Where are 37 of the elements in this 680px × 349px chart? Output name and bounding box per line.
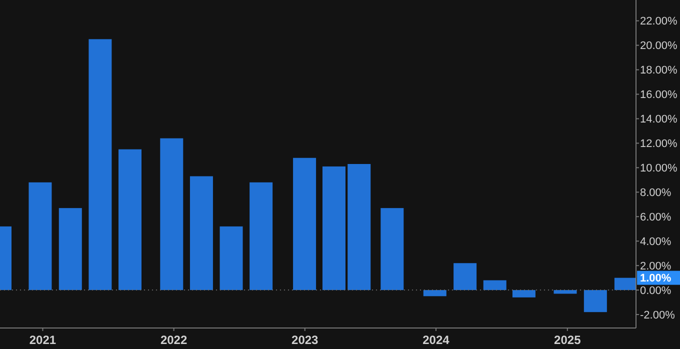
bar <box>190 176 213 290</box>
x-tick-label: 2023 <box>292 333 319 347</box>
bar <box>584 290 607 312</box>
y-tick-label: 8.00% <box>640 187 672 199</box>
bar <box>88 39 112 290</box>
y-tick-label: 16.00% <box>640 89 678 102</box>
y-tick-label: -2.00% <box>640 309 676 322</box>
x-tick-label: 2024 <box>422 333 450 347</box>
y-tick-label: 14.00% <box>640 114 678 126</box>
bar <box>380 208 404 290</box>
x-tick-label: 2021 <box>29 333 56 347</box>
y-tick-label: 4.00% <box>640 236 672 248</box>
bar <box>483 280 506 290</box>
bar <box>118 149 142 290</box>
y-tick-label: 12.00% <box>640 138 678 150</box>
x-tick-label: 2022 <box>160 333 188 347</box>
bar <box>28 182 52 290</box>
y-tick-label: 6.00% <box>640 211 672 224</box>
bar <box>220 226 243 290</box>
bar <box>348 164 371 290</box>
y-tick-label: 18.00% <box>640 64 678 77</box>
y-tick-label: 20.00% <box>640 40 678 52</box>
y-tick-label: 10.00% <box>640 162 678 175</box>
y-tick-label: 2.00% <box>640 260 672 272</box>
bar <box>250 182 273 290</box>
bar <box>554 290 577 294</box>
y-tick-label: 22.00% <box>640 16 678 28</box>
bar <box>423 290 446 296</box>
y-tick-label: 0.00% <box>640 284 672 297</box>
bar <box>454 263 477 290</box>
bar <box>512 290 536 298</box>
x-tick-label: 2025 <box>554 333 582 347</box>
bar <box>322 166 346 290</box>
bar <box>293 158 316 290</box>
text: 1.00% <box>640 272 672 285</box>
bar <box>58 208 82 290</box>
bar <box>160 138 184 290</box>
